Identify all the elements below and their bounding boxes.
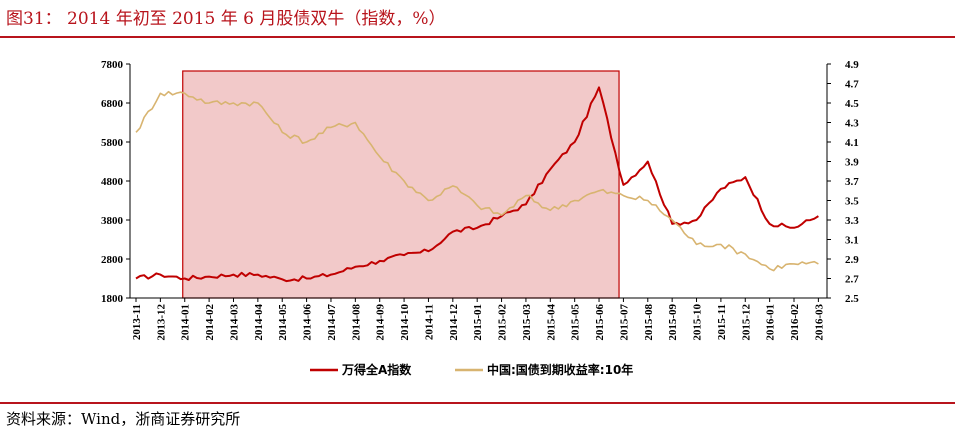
y-right-tick-label: 3.5 [845, 196, 859, 208]
y-right-tick-label: 4.1 [845, 137, 859, 149]
x-tick-label: 2014-08 [350, 304, 362, 341]
y-right-tick-label: 3.9 [845, 157, 859, 169]
x-tick-label: 2013-11 [131, 304, 143, 340]
x-tick-label: 2015-08 [643, 304, 655, 341]
x-tick-label: 2015-05 [570, 304, 582, 341]
x-tick-label: 2016-02 [789, 304, 801, 341]
title-rule [0, 36, 955, 38]
series-line-index [135, 86, 819, 283]
x-tick-label: 2015-02 [497, 304, 509, 341]
x-tick-label: 2016-03 [813, 304, 825, 341]
x-tick-label: 2014-01 [180, 304, 192, 341]
source-note: 资料来源：Wind，浙商证券研究所 [6, 410, 241, 428]
x-tick-label: 2015-03 [521, 304, 533, 341]
x-tick-label: 2015-04 [545, 304, 557, 341]
highlight-box [182, 70, 620, 299]
y-left-tick-label: 7800 [101, 59, 124, 71]
x-tick-label: 2014-04 [253, 304, 265, 341]
y-left-tick-label: 5800 [101, 137, 124, 149]
y-right-tick-label: 4.7 [845, 79, 859, 91]
y-right-tick-label: 2.9 [845, 254, 859, 266]
x-tick-label: 2014-05 [277, 304, 289, 341]
source-rule [0, 402, 955, 404]
x-tick-label: 2015-01 [472, 304, 484, 341]
x-tick-label: 2015-11 [716, 304, 728, 340]
x-tick-label: 2014-07 [326, 304, 338, 341]
x-tick-label: 2014-09 [375, 304, 387, 341]
x-tick-label: 2014-06 [302, 304, 314, 341]
y-left-tick-label: 1800 [101, 293, 124, 305]
figure-title: 图31： 2014 年初至 2015 年 6 月股债双牛（指数，%） [6, 9, 446, 29]
y-left-tick-label: 4800 [101, 176, 124, 188]
x-tick-label: 2015-12 [740, 304, 752, 341]
legend-label: 中国:国债到期收益率:10年 [487, 362, 633, 377]
y-right-tick-label: 4.9 [845, 59, 859, 71]
y-right-tick-label: 4.5 [845, 98, 859, 110]
x-tick-label: 2014-03 [228, 304, 240, 341]
y-left-tick-label: 6800 [101, 98, 124, 110]
y-right-tick-label: 2.5 [845, 293, 859, 305]
x-tick-label: 2014-11 [423, 304, 435, 340]
y-right-tick-label: 3.1 [845, 235, 859, 247]
y-left-tick-label: 3800 [101, 215, 124, 227]
x-tick-label: 2014-12 [448, 304, 460, 341]
series-line-yield [135, 90, 819, 272]
x-tick-label: 2014-02 [204, 304, 216, 341]
y-left-tick-label: 2800 [101, 254, 124, 266]
x-tick-label: 2016-01 [765, 304, 777, 341]
y-right-tick-label: 3.7 [845, 176, 859, 188]
x-tick-label: 2015-07 [618, 304, 630, 341]
chart: 1800 2800 3800 4800 5800 6800 7800 2.5 2.7 2.9 3.1… [101, 59, 859, 377]
y-right-tick-label: 3.3 [845, 215, 859, 227]
x-tick-label: 2015-09 [667, 304, 679, 341]
x-tick-label: 2015-10 [692, 304, 704, 341]
x-tick-label: 2014-10 [399, 304, 411, 341]
y-right-tick-label: 4.3 [845, 118, 859, 130]
legend-label: 万得全A指数 [341, 362, 412, 377]
y-right-tick-label: 2.7 [845, 274, 859, 286]
x-tick-label: 2013-12 [155, 304, 167, 341]
x-tick-label: 2015-06 [594, 304, 606, 341]
